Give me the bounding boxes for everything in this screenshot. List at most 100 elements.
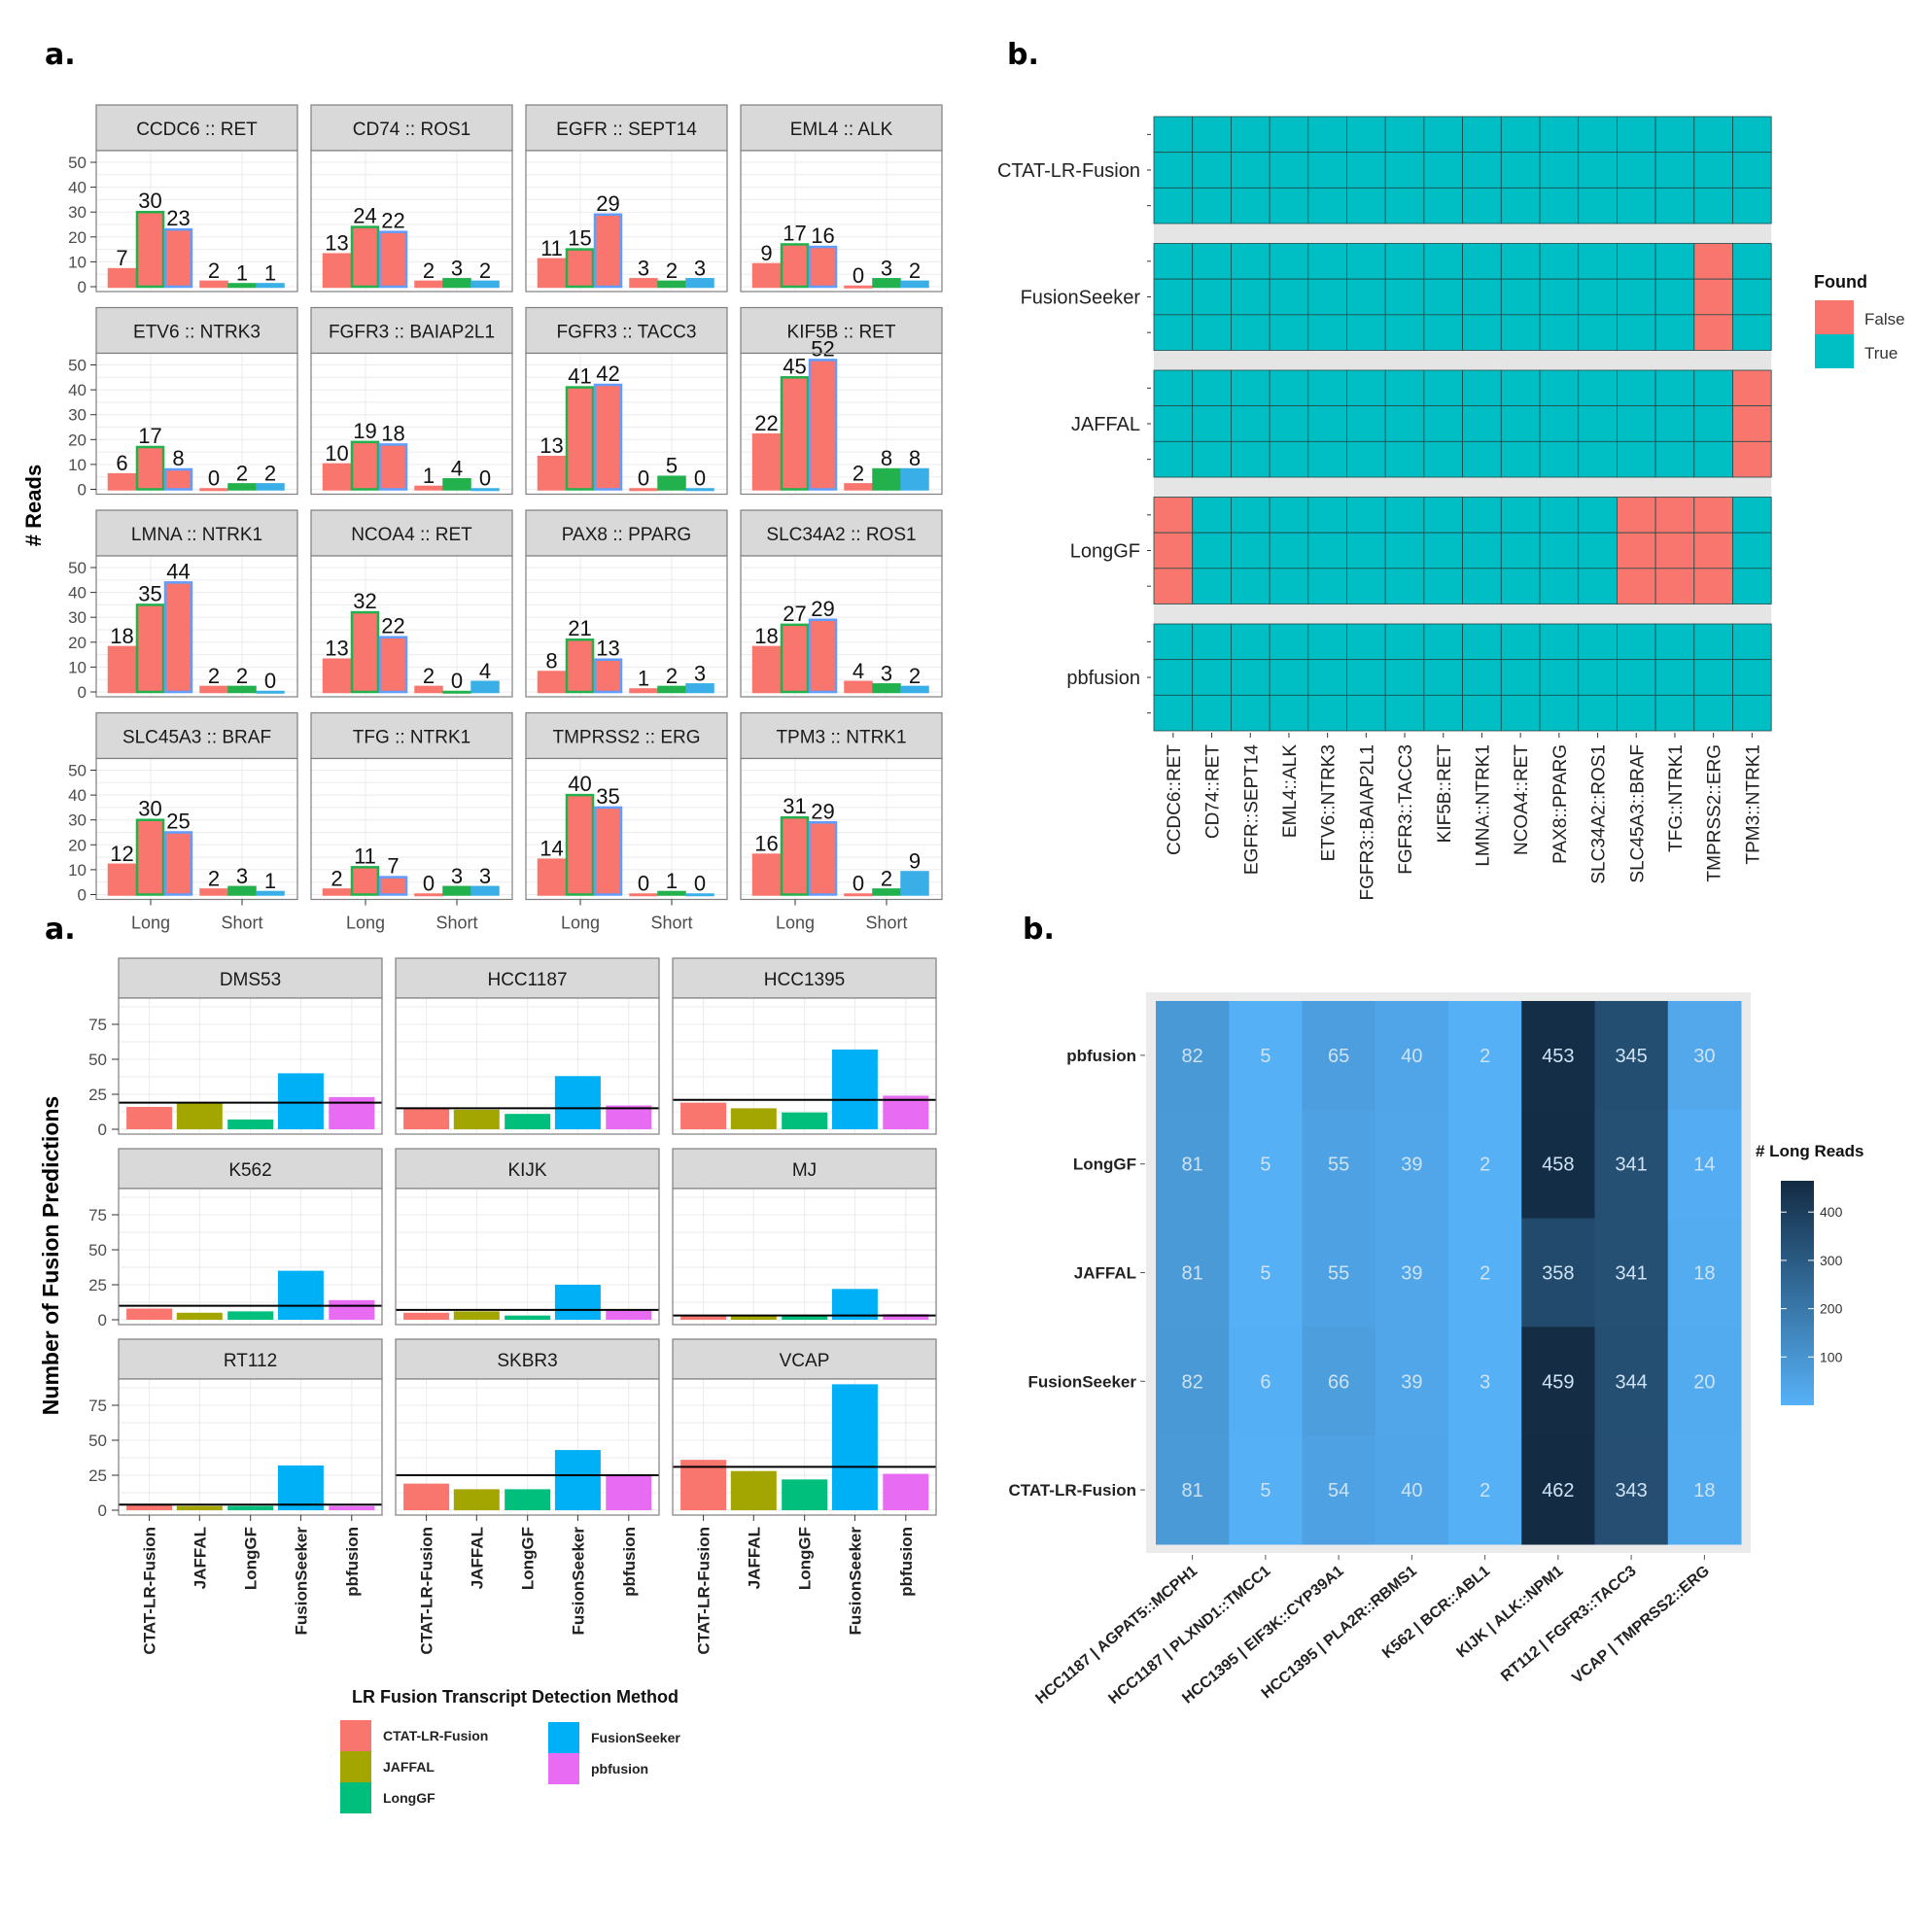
bar-value-label: 25: [166, 810, 190, 834]
plot-frame: [310, 352, 513, 496]
bar-value-label: 30: [138, 189, 161, 213]
heatmap-cell: [1594, 1001, 1669, 1111]
bar: [470, 488, 500, 492]
y-tick-label: 20: [68, 634, 87, 652]
bar: [883, 1473, 929, 1510]
heatmap-cell: [1269, 369, 1309, 407]
heatmap-cell: [1231, 405, 1271, 442]
heatmap-cell: [1153, 369, 1194, 407]
heatmap-cell: [1617, 369, 1656, 407]
heatmap-cell: [1192, 278, 1232, 316]
legend-label: True: [1864, 344, 1898, 362]
heatmap-cell: [1423, 623, 1464, 661]
bar: [900, 280, 929, 289]
bar-value-label: 6: [116, 451, 127, 475]
bar: [227, 885, 257, 896]
bar: [378, 876, 408, 896]
heatmap-cell: [1231, 369, 1271, 407]
heatmap-cell: [1269, 659, 1309, 696]
bar: [685, 488, 714, 492]
heatmap-cell: [1693, 187, 1733, 224]
heatmap-cell: [1732, 187, 1772, 224]
heatmap-cell: [1732, 659, 1772, 696]
bar-value-label: 40: [568, 772, 591, 796]
row-label: LongGF: [1070, 541, 1140, 563]
heatmap-cell: [1229, 1218, 1303, 1328]
heatmap-cell: [1231, 532, 1271, 569]
cell-value: 341: [1615, 1155, 1647, 1176]
bar: [629, 488, 658, 492]
heatmap-cell: [1307, 440, 1347, 478]
bar-value-label: 22: [381, 614, 404, 638]
x-tick-label: JAFFAL: [191, 1527, 209, 1589]
bar: [593, 806, 623, 896]
plot-frame: [95, 352, 298, 496]
heatmap-cell: [1384, 694, 1425, 732]
heatmap-cell: [1462, 440, 1502, 478]
bar-value-label: 22: [381, 209, 404, 233]
cell-value: 81: [1182, 1480, 1203, 1501]
heatmap-cell: [1539, 152, 1580, 189]
facet: HCC1187: [395, 957, 660, 1135]
x-tick-label: pbfusion: [897, 1527, 916, 1597]
heatmap-cell: [1229, 1327, 1303, 1436]
facet: DMS53 0 25 50 75: [88, 957, 383, 1139]
facet-strip: [395, 957, 660, 999]
cell-value: 3: [1480, 1371, 1490, 1393]
y-tick-label: 20: [68, 431, 87, 449]
heatmap-cell: [1732, 369, 1772, 407]
heatmap-cell: [1423, 152, 1464, 189]
cell-value: 458: [1542, 1155, 1574, 1176]
cell-value: 358: [1542, 1263, 1574, 1285]
found-heatmap: CTAT-LR-Fusion FusionSeeker JAFFAL LongGF pb…: [997, 116, 1905, 901]
facet-title: SLC45A3 :: BRAF: [122, 728, 271, 748]
bar: [680, 1460, 727, 1510]
legend-label: JAFFAL: [383, 1759, 435, 1775]
bar: [256, 483, 285, 491]
heatmap-cell: [1594, 1435, 1669, 1545]
bar: [126, 1106, 173, 1129]
plot-frame: [740, 555, 943, 698]
bar-value-label: 10: [325, 441, 348, 466]
heatmap-cell: [1384, 243, 1425, 280]
bar: [199, 685, 228, 694]
heatmap-cell: [1375, 1435, 1449, 1545]
heatmap-cell: [1732, 278, 1772, 316]
row-label: pbfusion: [1066, 668, 1140, 689]
heatmap-cell: [1462, 497, 1502, 534]
x-tick-label: pbfusion: [620, 1527, 639, 1597]
x-tick-label: Short: [435, 914, 477, 933]
heatmap-cell: [1346, 694, 1386, 732]
heatmap-cell: [1346, 497, 1386, 534]
x-tick-label: Short: [221, 914, 262, 933]
heatmap-cell: [1667, 1109, 1742, 1220]
cell-value: 54: [1328, 1480, 1349, 1501]
bar-value-label: 7: [387, 854, 399, 879]
bar-value-label: 5: [666, 454, 678, 478]
plot-frame: [672, 997, 937, 1135]
cell-value: 343: [1615, 1480, 1647, 1501]
heatmap-cell: [1384, 314, 1425, 351]
colorbar: [1781, 1181, 1814, 1405]
column-label: KIF5B::RET: [1435, 744, 1455, 844]
facet-title: FGFR3 :: BAIAP2L1: [329, 323, 495, 343]
heatmap-cell: [1192, 440, 1232, 478]
heatmap-cell: [1578, 243, 1618, 280]
bar-value-label: 3: [451, 864, 463, 888]
heatmap-cell: [1423, 497, 1464, 534]
bar-value-label: 29: [811, 799, 834, 823]
bar-value-label: 4: [853, 659, 864, 683]
heatmap-cell: [1617, 405, 1656, 442]
heatmap-cell: [1448, 1001, 1522, 1111]
heatmap-cell: [1423, 405, 1464, 442]
heatmap-cell: [1693, 152, 1733, 189]
heatmap-cell: [1231, 659, 1271, 696]
heatmap-cell: [1423, 568, 1464, 604]
heatmap-cell: [1156, 1218, 1230, 1328]
heatmap-cell: [1500, 532, 1541, 569]
facet-strip: [310, 104, 513, 152]
y-tick-label: 50: [88, 1432, 107, 1450]
bar: [470, 885, 500, 896]
